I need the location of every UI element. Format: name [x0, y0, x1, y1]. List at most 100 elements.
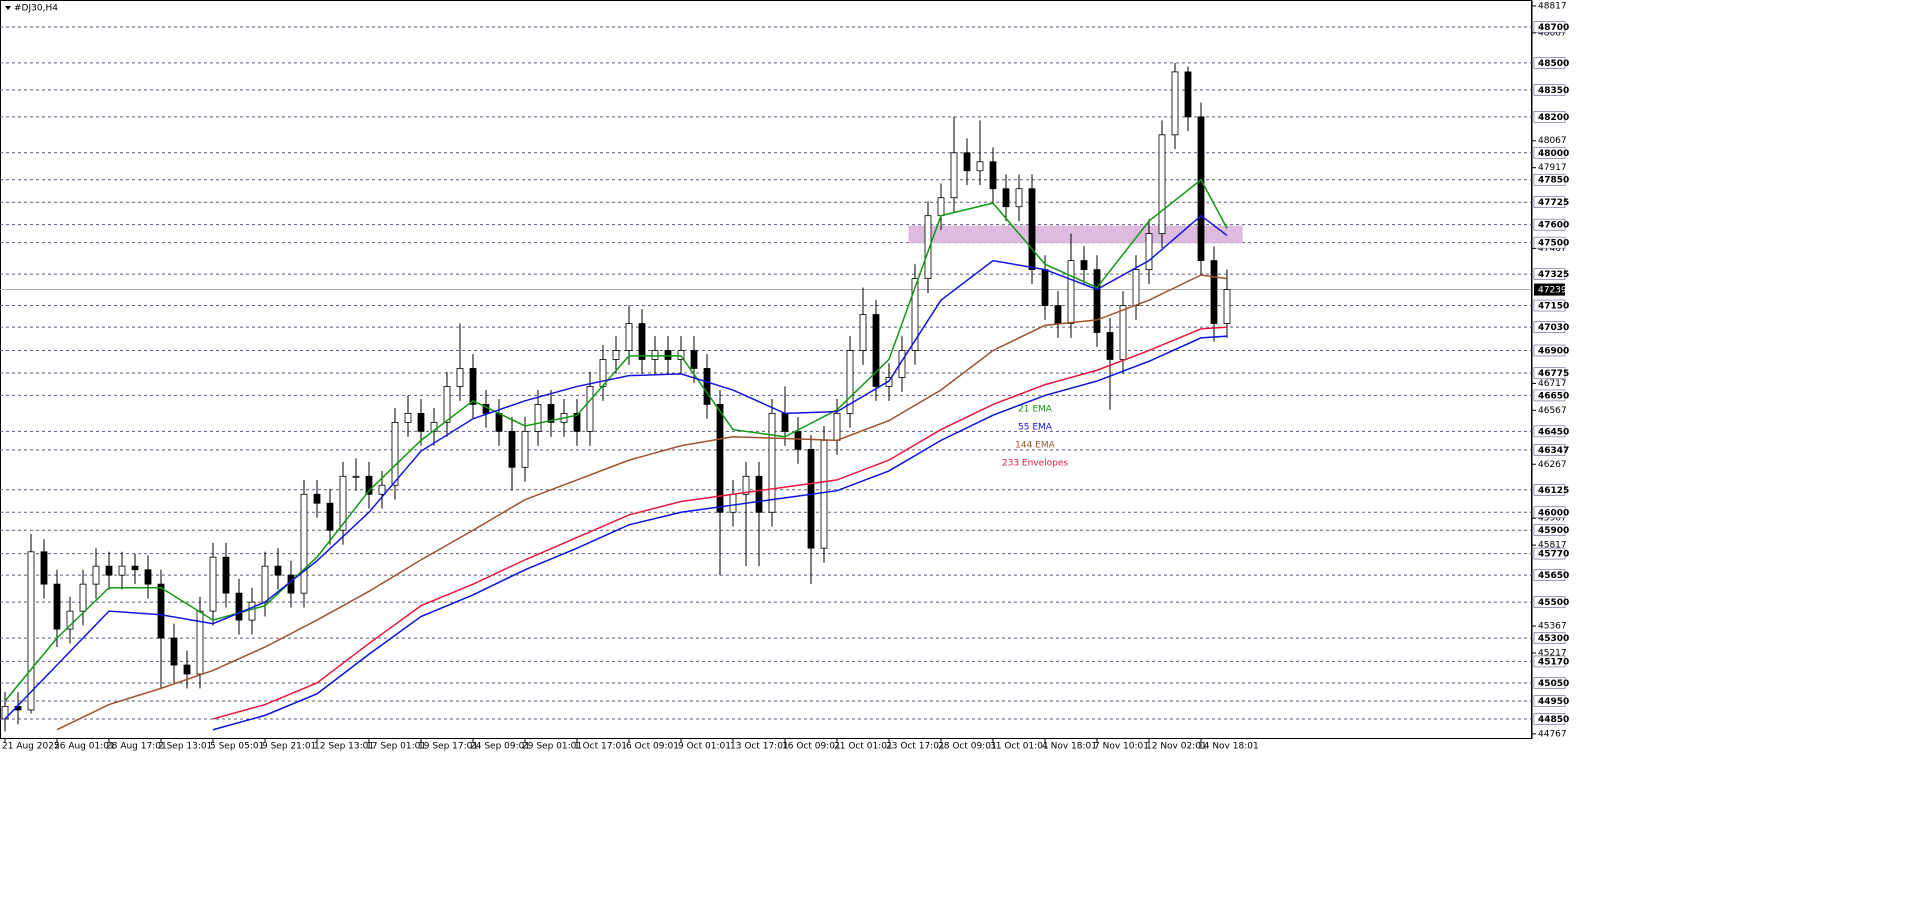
x-tick-label: 17 Sep 01:01 [366, 742, 426, 752]
x-tick-label: 23 Oct 17:01 [886, 742, 945, 752]
level-label-box [1533, 569, 1566, 581]
candle-body [534, 404, 542, 432]
candle-body [859, 314, 867, 351]
candle-body [898, 350, 906, 378]
y-tick-label: 45367 [1538, 622, 1567, 632]
candle-body [508, 430, 516, 468]
level-label-box [1533, 21, 1566, 33]
candle-body [807, 448, 815, 549]
level-label-box [1533, 57, 1566, 69]
candle-body [755, 475, 763, 513]
indicator-line [4, 178, 1228, 702]
candle-body [1119, 305, 1127, 360]
x-tick-label: 4 Nov 18:01 [1042, 742, 1097, 752]
level-label-box [1533, 84, 1566, 96]
level-label-box [1533, 196, 1566, 209]
level-label-box [1533, 268, 1566, 280]
candle-body [326, 502, 334, 531]
level-label: 46900 [1538, 346, 1569, 356]
level-label: 46125 [1538, 486, 1569, 496]
candle-body [261, 565, 269, 603]
x-tick-label: 9 Sep 21:01 [262, 742, 316, 752]
candle-body [1197, 116, 1205, 262]
level-label: 45300 [1538, 634, 1569, 644]
candle-body [92, 565, 100, 585]
x-tick-label: 29 Sep 01:01 [522, 742, 582, 752]
x-tick-label: 13 Oct 17:01 [730, 742, 789, 752]
candle-body [391, 421, 399, 486]
candle-body [222, 556, 230, 594]
level-label: 47500 [1538, 239, 1569, 249]
candle-body [313, 493, 321, 504]
candle-body [872, 314, 880, 387]
y-tick-label: 45967 [1538, 514, 1567, 524]
level-label: 46650 [1538, 391, 1569, 401]
level-label: 48500 [1538, 59, 1569, 69]
x-tick-label: 28 Aug 17:01 [106, 742, 167, 752]
candle-body [1067, 260, 1075, 324]
candle-body [196, 610, 204, 675]
x-tick-label: 31 Oct 01:01 [990, 742, 1049, 752]
candle-body [209, 556, 217, 612]
candle-body [1080, 260, 1088, 271]
x-tick-label: 26 Aug 01:01 [54, 742, 115, 752]
level-label: 48700 [1538, 23, 1569, 33]
menu-arrow[interactable] [5, 6, 11, 10]
x-tick-label: 7 Nov 10:01 [1094, 742, 1149, 752]
candle-body [1106, 332, 1114, 360]
candle-body [768, 412, 776, 513]
candle-body [729, 493, 737, 513]
x-tick-label: 6 Oct 09:01 [626, 742, 679, 752]
candle-body [937, 197, 945, 217]
candle-body [1093, 269, 1101, 333]
candle-body [703, 368, 711, 405]
candle-body [547, 404, 555, 423]
level-label-box [1533, 677, 1566, 689]
legend-label: 144 EMA [1015, 441, 1055, 451]
level-label: 47325 [1538, 270, 1569, 280]
x-tick-label: 14 Nov 18:01 [1198, 742, 1259, 752]
x-tick-label: 9 Oct 01:01 [678, 742, 731, 752]
candle-body [53, 583, 61, 630]
level-label-box [1533, 299, 1566, 312]
last-price-box [1534, 283, 1565, 296]
level-label: 45770 [1538, 550, 1569, 560]
candle-body [157, 583, 165, 639]
candle-body [339, 475, 347, 531]
candle-body [443, 386, 451, 423]
level-label-box [1533, 506, 1566, 519]
legend-label: 233 Envelopes [1002, 459, 1069, 469]
x-tick-label: 21 Oct 01:01 [834, 742, 893, 752]
candle-body [612, 350, 620, 360]
candle-body [794, 430, 802, 450]
level-label: 48200 [1538, 113, 1569, 123]
candle-body [417, 412, 425, 432]
candle-body [950, 152, 958, 199]
level-label: 46775 [1538, 369, 1569, 379]
x-tick-label: 16 Oct 09:01 [782, 742, 841, 752]
candle-body [40, 551, 48, 585]
level-label: 45650 [1538, 571, 1569, 581]
candle-body [248, 601, 256, 621]
candle-body [27, 551, 35, 711]
level-label: 47030 [1538, 323, 1569, 333]
candle-body [1223, 289, 1231, 324]
candle-body [365, 475, 373, 495]
candle-body [105, 565, 113, 576]
y-tick-label: 47917 [1538, 163, 1567, 173]
y-tick-label: 46717 [1538, 379, 1567, 389]
candle-body [1054, 305, 1062, 324]
candle-body [846, 350, 854, 414]
candle-body [144, 569, 152, 585]
candle-body [1171, 71, 1179, 136]
candle-body [976, 161, 984, 172]
level-label: 47725 [1538, 198, 1569, 208]
x-tick-label: 12 Sep 13:01 [314, 742, 374, 752]
candle-body [651, 350, 659, 360]
y-tick-label: 44767 [1538, 729, 1567, 739]
indicator-line [56, 274, 1228, 731]
candle-body [924, 215, 932, 279]
candle-body [183, 664, 191, 675]
candle-body [1002, 188, 1010, 208]
level-label-box [1533, 695, 1566, 707]
